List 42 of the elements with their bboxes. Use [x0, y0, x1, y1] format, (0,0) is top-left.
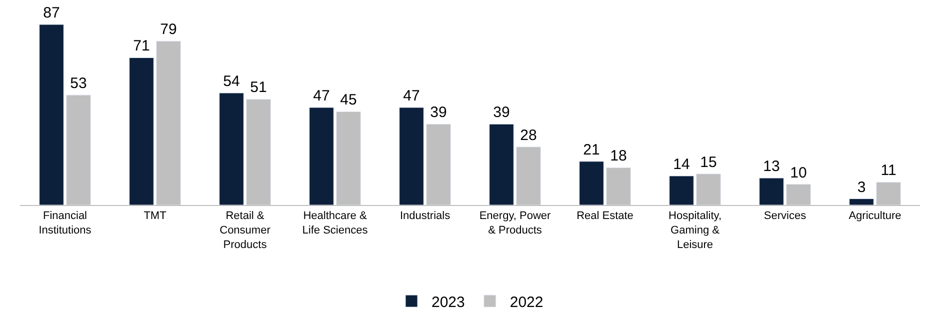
legend-label: 2023: [432, 294, 465, 311]
x-tick-label: Industrials: [400, 210, 451, 222]
data-label: 54: [223, 72, 240, 90]
bar: [579, 161, 604, 205]
data-label: 39: [493, 104, 510, 122]
data-label: 79: [160, 21, 177, 38]
bar: [39, 24, 64, 205]
bar: [759, 178, 784, 205]
bar: [399, 107, 424, 205]
data-label: 87: [43, 4, 60, 22]
x-tick-label: Financial Institutions: [38, 210, 92, 236]
x-tick-label: Real Estate: [576, 210, 634, 222]
x-tick-label: TMT: [144, 210, 167, 222]
data-label: 53: [70, 75, 87, 92]
data-label: 21: [583, 141, 600, 158]
legend-label: 2022: [510, 294, 544, 311]
data-label: 18: [610, 148, 627, 165]
x-tick-label: Hospitality, Gaming & Leisure: [668, 210, 722, 251]
data-label: 47: [313, 87, 330, 104]
bar: [309, 107, 334, 205]
data-label: 51: [250, 79, 267, 96]
data-label: 28: [520, 126, 537, 144]
data-label: 45: [340, 92, 357, 109]
x-tick-label: Services: [764, 210, 807, 222]
data-label: 47: [403, 87, 420, 104]
bar: [669, 176, 694, 205]
bar: [129, 57, 154, 205]
data-label: 10: [790, 164, 807, 182]
data-label: 14: [673, 156, 690, 173]
x-tick-label: Retail & Consumer Products: [220, 210, 271, 251]
data-label: 11: [880, 162, 896, 180]
data-label: 71: [133, 38, 150, 55]
x-tick-label: Energy, Power & Products: [479, 210, 551, 236]
bar: [849, 198, 874, 205]
data-label: 3: [857, 178, 866, 196]
x-tick-label: Healthcare & Life Sciences: [302, 210, 368, 236]
data-label: 13: [763, 158, 780, 176]
data-label: 15: [700, 154, 717, 171]
x-tick-label: Agriculture: [848, 210, 902, 222]
bar: [219, 92, 244, 205]
bar: [489, 124, 514, 205]
data-label: 39: [430, 104, 447, 122]
